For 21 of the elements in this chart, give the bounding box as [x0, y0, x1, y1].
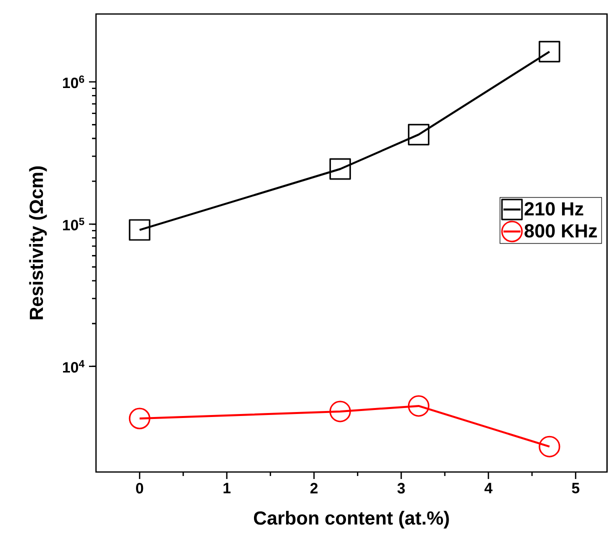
x-axis-title: Carbon content (at.%) [254, 510, 449, 528]
point [408, 124, 430, 146]
point [128, 219, 150, 241]
x-tick-label: 4 [484, 482, 492, 494]
x-tick-label: 1 [224, 482, 231, 494]
legend-label: 210 Hz [524, 202, 584, 216]
point [538, 436, 560, 458]
x-tick-label: 5 [572, 482, 580, 494]
point [538, 40, 560, 62]
x-tick-label: 3 [397, 482, 405, 494]
point [329, 158, 351, 180]
legend-label: 800 KHz [524, 224, 597, 238]
y-tick-label: 10$^{6}$ [63, 76, 84, 88]
point [408, 395, 430, 417]
y-tick-label: 10$^{5}$ [63, 218, 84, 230]
y-tick-label: 10$^{4}$ [63, 360, 84, 373]
x-tick-label: 2 [310, 482, 318, 494]
point [128, 408, 150, 430]
x-tick-label: 0 [136, 482, 144, 494]
point [329, 400, 351, 422]
y-axis-title: Resistivity (Ωcm) [29, 166, 47, 320]
